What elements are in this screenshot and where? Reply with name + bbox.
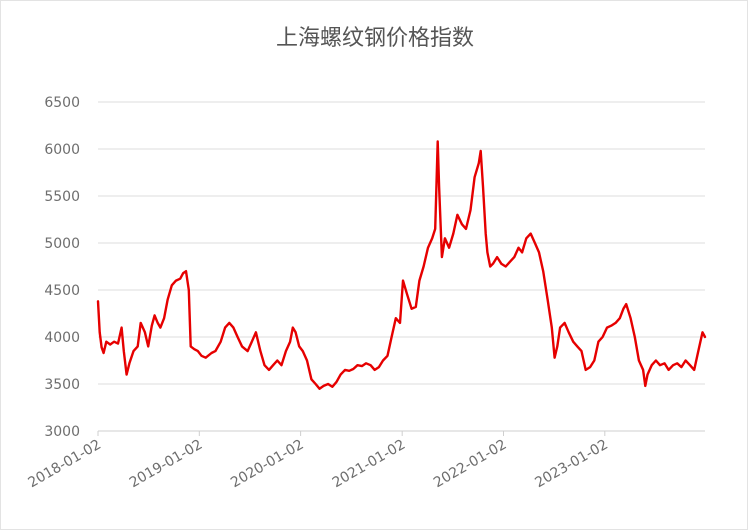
x-tick-label: 2019-01-02 — [127, 437, 205, 492]
y-tick-label: 5000 — [44, 236, 80, 252]
y-tick-label: 6500 — [44, 95, 80, 111]
y-tick-label: 4500 — [44, 283, 80, 299]
y-tick-label: 5500 — [44, 189, 80, 205]
series-layer — [96, 140, 707, 390]
y-axis-ticks: 3000 3500 4000 4500 5000 5500 6000 6500 — [44, 95, 80, 440]
y-tick-label: 4000 — [44, 330, 80, 346]
y-tick-label: 3500 — [44, 377, 80, 393]
x-tick-label: 2023-01-02 — [532, 437, 610, 492]
x-tick-label: 2022-01-02 — [431, 437, 509, 492]
x-axis-ticks: 2018-01-02 2019-01-02 2020-01-02 2021-01-02… — [26, 431, 611, 491]
y-tick-label: 3000 — [44, 424, 80, 440]
x-tick-label: 2021-01-02 — [330, 437, 408, 492]
x-tick-label: 2018-01-02 — [26, 437, 104, 492]
x-tick-label: 2020-01-02 — [228, 437, 306, 492]
series-line-0 — [96, 140, 707, 390]
y-tick-label: 6000 — [44, 142, 80, 158]
gridlines — [98, 101, 705, 432]
chart-title: 上海螺纹钢价格指数 — [276, 26, 474, 51]
